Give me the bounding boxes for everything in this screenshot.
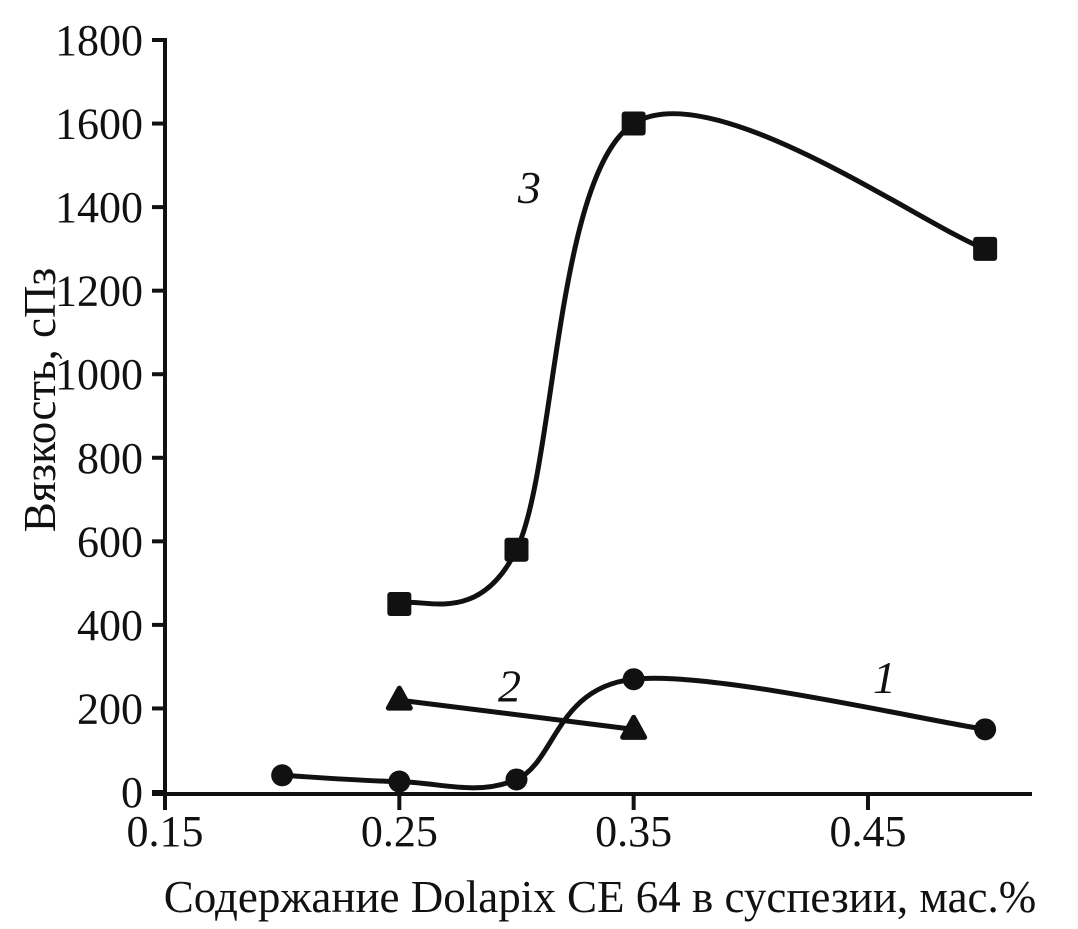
circle-marker [271, 764, 294, 787]
y-tick-label: 1600 [55, 100, 143, 149]
y-tick-label: 800 [77, 434, 143, 483]
circle-marker [505, 768, 528, 791]
y-tick-label: 0 [121, 768, 143, 817]
square-marker [973, 236, 998, 261]
x-tick-label: 0.25 [361, 807, 438, 856]
circle-marker [974, 718, 997, 741]
square-marker [504, 537, 529, 562]
square-marker [387, 592, 412, 616]
circle-marker [622, 668, 645, 691]
circle-marker [388, 770, 411, 793]
y-tick-label: 200 [77, 684, 143, 733]
square-marker [621, 111, 646, 136]
triangle-marker [620, 714, 648, 740]
series-3-curve [396, 111, 988, 607]
y-tick-label: 1400 [55, 183, 143, 232]
series-1-curve [279, 675, 988, 791]
x-tick-label: 0.15 [127, 807, 204, 856]
triangle-marker [385, 685, 413, 711]
y-axis-title: Вязкость, сПз [15, 268, 65, 533]
series-2-label: 2 [498, 660, 521, 711]
y-tick-label: 1800 [55, 16, 143, 65]
x-tick-label: 0.35 [595, 807, 672, 856]
y-tick-label: 1000 [55, 350, 143, 399]
x-axis-title: Содержание Dolapix CE 64 в суспезии, мас… [164, 872, 1037, 922]
y-tick-label: 1200 [55, 267, 143, 316]
x-tick-label: 0.45 [829, 807, 906, 856]
y-tick-label: 600 [77, 517, 143, 566]
series-1-label: 1 [873, 652, 896, 703]
y-tick-label: 400 [77, 601, 143, 650]
series-3-label: 3 [517, 162, 541, 213]
series-2-curve [396, 697, 637, 732]
